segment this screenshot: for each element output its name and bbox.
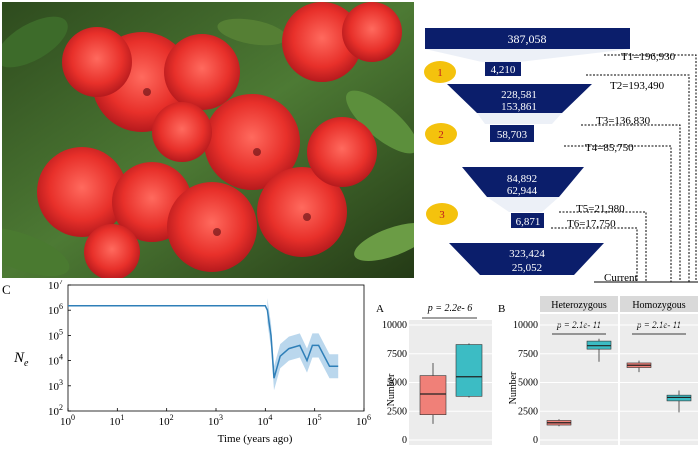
- ytick-label: 2500: [387, 406, 407, 417]
- expansion-1-bottom: 153,861: [501, 101, 537, 113]
- time-xtick-label: 106: [356, 413, 371, 428]
- bottleneck-3-label: 3: [439, 209, 445, 221]
- ytick-label: 0: [533, 435, 538, 446]
- het-header-bg: [540, 296, 618, 312]
- time-t6: T6=17,750: [567, 218, 616, 230]
- expansion-3-top: 323,424: [509, 248, 545, 260]
- pop-bar-top: [425, 28, 630, 49]
- time-axis-label: Time (years ago): [218, 433, 293, 445]
- box-body: [455, 344, 483, 397]
- bottleneck-2-marker: [425, 123, 457, 145]
- ytick-label: 5000: [387, 378, 407, 389]
- ne-ytick-label: 103: [48, 378, 63, 393]
- het-header: Heterozygous: [551, 300, 607, 311]
- bottleneck-1-label: 1: [437, 67, 443, 79]
- ytick-label: 2500: [518, 406, 538, 417]
- current-label: Current: [604, 272, 638, 284]
- expansion-2-bottom: 62,944: [507, 185, 538, 197]
- time-xtick-label: 103: [208, 413, 223, 428]
- time-xtick-label: 100: [60, 413, 75, 428]
- expansion-1-shape: [447, 84, 592, 113]
- time-t5: T5=21,980: [576, 203, 625, 215]
- expansion-3-shape: [449, 243, 604, 275]
- time-xtick-label: 105: [307, 413, 322, 428]
- bottleneck-1-value: 4,210: [491, 64, 516, 76]
- bottleneck-2-bar: [490, 125, 534, 142]
- ne-ytick-label: 105: [48, 327, 63, 342]
- ne-ytick-label: 107: [48, 280, 63, 292]
- pop-top-label: 387,058: [508, 32, 547, 46]
- bottleneck-3-bar: [511, 213, 544, 228]
- ne-ci-band: [267, 298, 339, 391]
- panel-c: C Ne Time (years ago) 102 103 104 105 106 107…: [0, 277, 372, 449]
- demography-diagram: 387,058 4,210 1 228,581 153,861 58,703 2…: [414, 0, 700, 286]
- time-xtick-label: 101: [109, 413, 124, 428]
- panel-a-ylabel: Number: [386, 373, 397, 406]
- hom-plot-bg: [620, 314, 698, 445]
- flower-photo-art: [2, 2, 414, 278]
- expansion-2-top: 84,892: [507, 173, 537, 185]
- bottleneck-1-marker: [424, 61, 456, 83]
- flower-photo: [2, 2, 414, 278]
- panel-b-label: B: [498, 303, 505, 315]
- panel-a: A Number p = 2.2e- 6 0 2500 5000 7500 10000: [372, 290, 494, 449]
- ytick-label: 10000: [382, 320, 407, 331]
- expansion-3-bottom: 25,052: [512, 262, 542, 274]
- panel-a-pvalue: p = 2.2e- 6: [427, 303, 473, 314]
- ytick-label: 7500: [518, 349, 538, 360]
- bottleneck-3-value: 6,871: [516, 216, 541, 228]
- hom-header-bg: [620, 296, 698, 312]
- panel-b-ylabel: Number: [508, 371, 519, 404]
- flower-cluster: [37, 2, 402, 278]
- panel-b: B Number Heterozygous Homozygous p = 2.1…: [494, 290, 700, 449]
- time-t3: T3=136,830: [596, 115, 651, 127]
- bottleneck-1-bar: [485, 62, 521, 76]
- expansion-2-shape: [462, 167, 584, 197]
- het-plot-bg: [540, 314, 618, 445]
- ne-ytick-label: 104: [48, 353, 63, 368]
- time-t2: T2=193,490: [610, 80, 665, 92]
- panel-c-label: C: [2, 282, 11, 297]
- ytick-label: 5000: [518, 378, 538, 389]
- time-t4: T4=85,750: [585, 142, 634, 154]
- hom-header: Homozygous: [632, 300, 685, 311]
- ne-line: [68, 305, 339, 379]
- time-xtick-label: 104: [257, 413, 272, 428]
- ytick-label: 7500: [387, 349, 407, 360]
- bottleneck-3-marker: [426, 203, 458, 225]
- ne-axis-label: Ne: [13, 350, 29, 369]
- bottleneck-2-value: 58,703: [497, 129, 528, 141]
- ne-ytick-label: 106: [48, 302, 63, 317]
- ytick-label: 10000: [513, 320, 538, 331]
- panel-a-label: A: [376, 303, 384, 315]
- time-xtick-label: 102: [159, 413, 174, 428]
- time-t1: T1=196,930: [621, 51, 676, 63]
- box-body: [419, 375, 447, 415]
- expansion-1-top: 228,581: [501, 89, 537, 101]
- ytick-label: 0: [402, 435, 407, 446]
- bottleneck-2-label: 2: [438, 129, 444, 141]
